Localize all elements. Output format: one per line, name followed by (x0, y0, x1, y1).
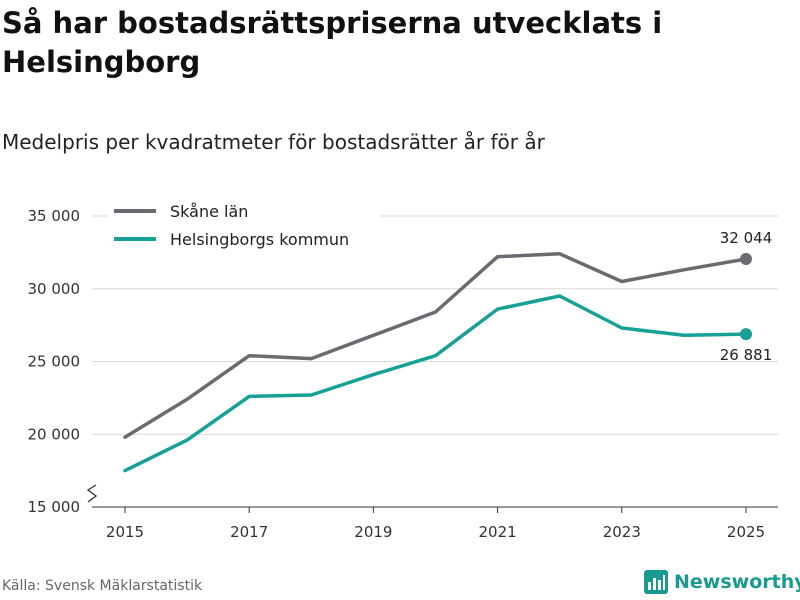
series-end-label: 32 044 (720, 229, 773, 247)
legend-background (108, 198, 380, 260)
brand-name: Newsworthy (674, 571, 800, 593)
legend-label: Helsingborgs kommun (170, 230, 349, 249)
x-tick-label: 2015 (106, 523, 144, 541)
brand-logo: Newsworthy (644, 570, 800, 594)
chart-title: Så har bostadsrättspriserna utvecklats i… (2, 6, 663, 79)
series-line (123, 294, 748, 473)
line-chart: 15 000 20 000 25 000 30 000 35 000 2015 2017 20… (27, 198, 778, 541)
axis-break-icon (86, 484, 98, 503)
bar-chart-logo-icon (644, 570, 668, 594)
x-tick-label: 2021 (479, 523, 517, 541)
y-tick-label: 15 000 (28, 498, 81, 516)
chart-subtitle: Medelpris per kvadratmeter för bostadsrä… (2, 130, 545, 154)
x-tick-label: 2019 (354, 523, 392, 541)
source-note: Källa: Svensk Mäklarstatistik (2, 578, 203, 594)
series-end-point (740, 328, 752, 341)
y-tick-label: 35 000 (28, 207, 81, 225)
y-tick-label: 25 000 (28, 353, 81, 371)
series-line (123, 252, 748, 439)
y-tick-label: 30 000 (28, 280, 81, 298)
series-end-point (740, 253, 752, 266)
x-tick-label: 2017 (230, 523, 268, 541)
x-tick-label: 2023 (603, 523, 641, 541)
y-tick-label: 20 000 (28, 425, 81, 443)
x-tick-label: 2025 (727, 523, 765, 541)
series-end-label: 26 881 (720, 346, 773, 364)
legend-label: Skåne län (170, 202, 248, 221)
